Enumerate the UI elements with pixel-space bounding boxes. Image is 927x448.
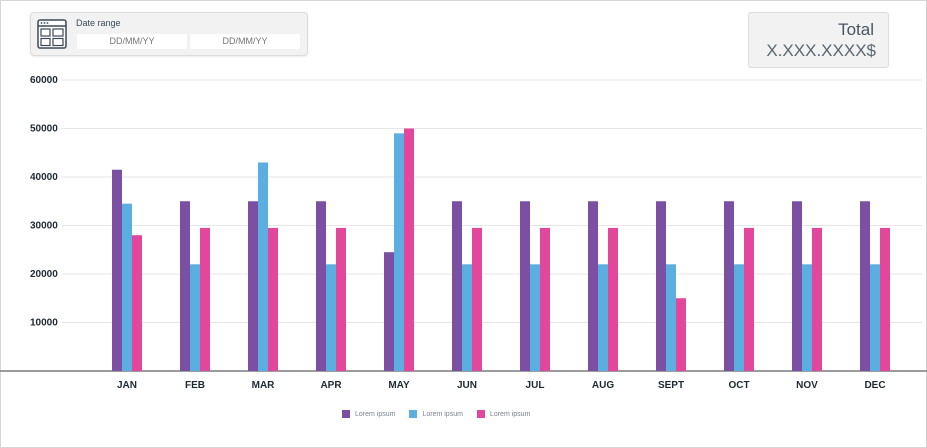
bar bbox=[860, 201, 870, 371]
start-date-input[interactable] bbox=[77, 34, 187, 49]
date-range-panel: Date range bbox=[30, 12, 308, 56]
bar bbox=[112, 169, 122, 371]
legend-item: Lorem ipsum bbox=[409, 410, 463, 418]
bar bbox=[316, 201, 326, 371]
bar bbox=[724, 201, 734, 371]
bar bbox=[122, 203, 132, 371]
bar bbox=[180, 201, 190, 371]
x-tick-label: FEB bbox=[185, 380, 205, 391]
total-value: X.XXX.XXXX$ bbox=[766, 41, 876, 60]
bar bbox=[404, 128, 414, 371]
bar bbox=[520, 201, 530, 371]
bar bbox=[656, 201, 666, 371]
total-panel: Total X.XXX.XXXX$ bbox=[748, 12, 889, 68]
bar-chart: 10000 20000 30000 40000 50000 60000 JAN FEB MAR A… bbox=[0, 75, 927, 391]
legend-label: Lorem ipsum bbox=[489, 410, 531, 418]
bar bbox=[744, 227, 754, 371]
bar bbox=[462, 264, 472, 371]
bar bbox=[190, 264, 200, 371]
bar bbox=[734, 264, 744, 371]
end-date-input[interactable] bbox=[190, 34, 300, 49]
legend-swatch bbox=[476, 410, 485, 418]
bar bbox=[530, 264, 540, 371]
x-tick-label: NOV bbox=[796, 380, 818, 391]
y-tick-label: 50000 bbox=[30, 124, 58, 135]
y-tick-label: 10000 bbox=[30, 318, 58, 329]
bar bbox=[268, 227, 278, 371]
bar bbox=[792, 201, 802, 371]
bar bbox=[452, 201, 462, 371]
bar bbox=[472, 227, 482, 371]
chart-legend: Lorem ipsum Lorem ipsum Lorem ipsum bbox=[342, 410, 530, 418]
y-tick-label: 60000 bbox=[30, 75, 58, 86]
bar bbox=[598, 264, 608, 371]
legend-swatch bbox=[409, 410, 418, 418]
total-label: Total bbox=[838, 20, 874, 39]
bar bbox=[812, 227, 822, 371]
bar bbox=[336, 227, 346, 371]
legend-item: Lorem ipsum bbox=[342, 410, 395, 418]
x-tick-label: MAR bbox=[252, 380, 276, 391]
x-tick-label: DEC bbox=[864, 380, 885, 391]
bar bbox=[200, 227, 210, 371]
x-tick-label: JAN bbox=[117, 380, 137, 391]
y-tick-label: 30000 bbox=[30, 221, 58, 232]
x-tick-label: MAY bbox=[388, 380, 410, 391]
bar bbox=[676, 298, 686, 371]
bar bbox=[258, 162, 268, 371]
bar bbox=[540, 227, 550, 371]
bar bbox=[802, 264, 812, 371]
x-tick-label: AUG bbox=[592, 380, 614, 391]
bar bbox=[870, 264, 880, 371]
date-range-label: Date range bbox=[76, 18, 121, 28]
x-tick-label: OCT bbox=[728, 380, 749, 391]
bar bbox=[608, 227, 618, 371]
legend-label: Lorem ipsum bbox=[422, 410, 463, 418]
calendar-icon bbox=[37, 19, 67, 49]
bar bbox=[132, 235, 142, 371]
legend-label: Lorem ipsum bbox=[355, 410, 396, 418]
x-tick-label: APR bbox=[320, 380, 342, 391]
y-tick-label: 20000 bbox=[30, 269, 58, 280]
bar bbox=[588, 201, 598, 371]
x-tick-label: JUN bbox=[457, 380, 477, 391]
legend-item: Lorem ipsum bbox=[476, 410, 531, 418]
bar bbox=[326, 264, 336, 371]
bar bbox=[384, 252, 394, 371]
bar bbox=[248, 201, 258, 371]
bar bbox=[394, 133, 404, 371]
bar bbox=[666, 264, 676, 371]
y-tick-label: 40000 bbox=[30, 172, 58, 183]
x-tick-label: JUL bbox=[526, 380, 545, 391]
legend-swatch bbox=[342, 410, 350, 418]
x-tick-label: SEPT bbox=[658, 380, 684, 391]
bar bbox=[880, 227, 890, 371]
